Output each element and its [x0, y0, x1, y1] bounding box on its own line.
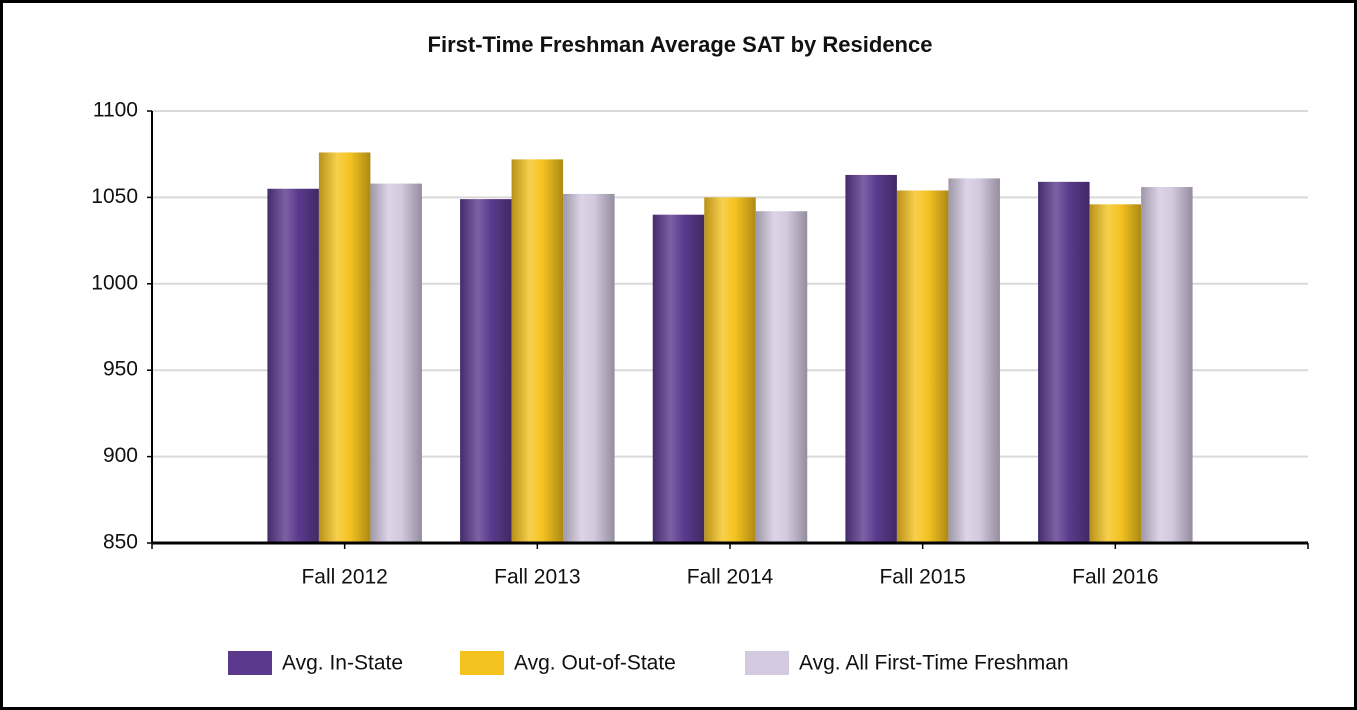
x-tick-label: Fall 2016 — [1072, 566, 1158, 589]
legend-swatch — [228, 651, 272, 675]
chart-title: First-Time Freshman Average SAT by Resid… — [428, 32, 933, 57]
legend-label: Avg. All First-Time Freshman — [799, 652, 1069, 675]
bar — [896, 190, 949, 543]
y-tick-label: 1000 — [91, 271, 138, 294]
bar — [318, 152, 371, 544]
bar — [845, 174, 897, 543]
bar — [563, 193, 615, 543]
y-tick-label: 1050 — [91, 185, 138, 208]
bar — [460, 199, 512, 544]
legend-swatch — [745, 651, 789, 675]
y-tick-label: 1100 — [93, 99, 138, 122]
bar — [370, 183, 422, 544]
bar — [755, 211, 808, 543]
bar — [948, 178, 1000, 543]
bar — [267, 188, 319, 543]
bar — [1038, 181, 1090, 543]
x-tick-label: Fall 2013 — [494, 566, 580, 589]
bar — [1141, 187, 1193, 544]
y-tick-label: 950 — [103, 358, 138, 381]
bar — [1089, 204, 1142, 543]
x-tick-label: Fall 2012 — [301, 566, 387, 589]
legend-swatch — [460, 651, 504, 675]
bar — [704, 197, 756, 543]
bar — [511, 159, 564, 543]
x-tick-label: Fall 2015 — [879, 566, 965, 589]
y-tick-label: 850 — [103, 531, 138, 554]
x-tick-label: Fall 2014 — [687, 566, 774, 589]
legend-label: Avg. In-State — [282, 652, 403, 675]
y-tick-label: 900 — [103, 444, 138, 467]
bar — [652, 214, 705, 543]
legend-label: Avg. Out-of-State — [514, 652, 676, 675]
